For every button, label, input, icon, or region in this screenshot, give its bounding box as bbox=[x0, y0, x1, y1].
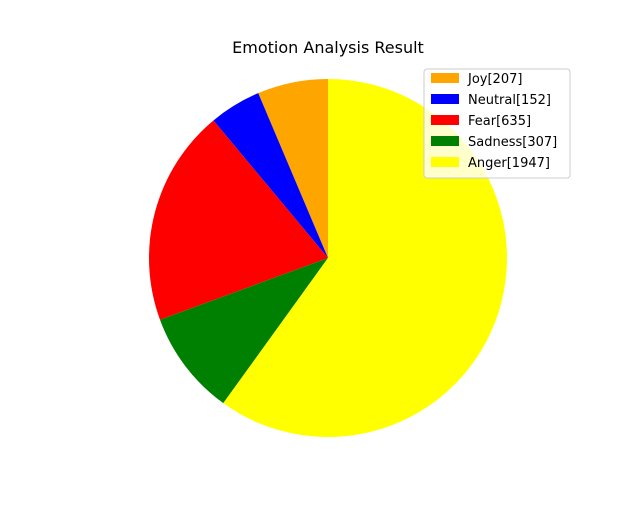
legend-label-joy: Joy[207] bbox=[467, 72, 522, 87]
chart-title: Emotion Analysis Result bbox=[232, 38, 424, 57]
legend-swatch-fear bbox=[431, 115, 459, 125]
legend-frame bbox=[423, 68, 571, 179]
legend-swatch-sadness bbox=[431, 136, 459, 146]
legend-label-anger: Anger[1947] bbox=[468, 156, 550, 171]
pie-slice-sadness bbox=[159, 258, 328, 404]
legend-label-sadness: Sadness[307] bbox=[468, 135, 557, 150]
pie-slice-fear bbox=[148, 120, 328, 320]
legend-swatch-anger bbox=[431, 157, 459, 167]
legend-swatch-neutral bbox=[431, 94, 459, 104]
pie-slice-neutral bbox=[213, 93, 328, 259]
legend-swatch-joy bbox=[431, 73, 459, 83]
pie-slice-joy bbox=[258, 79, 328, 258]
legend-label-fear: Fear[635] bbox=[468, 114, 531, 129]
legend-label-neutral: Neutral[152] bbox=[468, 93, 551, 108]
chart-legend: Joy[207] Neutral[152] Fear[635] Sadness[307… bbox=[423, 68, 571, 179]
